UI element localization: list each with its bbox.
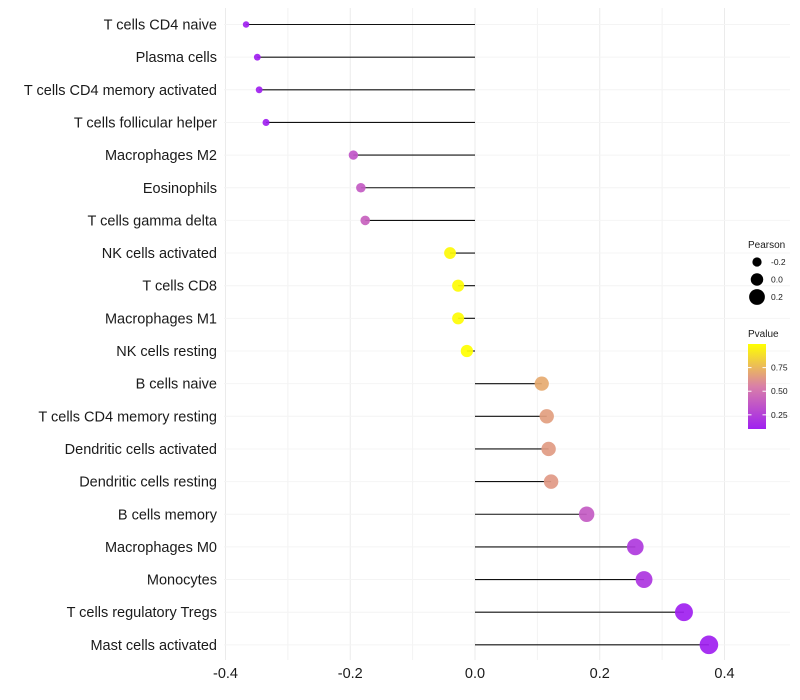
pearson-legend: Pearson -0.2 0.0 0.2 bbox=[748, 240, 786, 305]
pearson-legend-label-0: -0.2 bbox=[771, 257, 786, 267]
pearson-legend-label-1: 0.0 bbox=[771, 275, 783, 285]
point-19 bbox=[699, 635, 719, 655]
pearson-legend-dot-0 bbox=[752, 257, 762, 267]
x-tick-label-3: 0.2 bbox=[590, 666, 610, 682]
point-18 bbox=[674, 603, 693, 622]
point-3 bbox=[262, 118, 270, 126]
x-tick-label-1: -0.2 bbox=[338, 666, 363, 682]
point-16 bbox=[626, 538, 644, 556]
point-4 bbox=[348, 150, 359, 160]
point-10 bbox=[460, 344, 474, 358]
pearson-legend-dot-2 bbox=[749, 289, 765, 305]
point-8 bbox=[452, 279, 465, 292]
x-axis-labels: -0.4 -0.2 0.0 0.2 0.4 bbox=[213, 666, 735, 682]
y-axis-labels: T cells CD4 naive Plasma cells T cells CD4… bbox=[24, 18, 218, 654]
y-label-0: T cells CD4 naive bbox=[104, 18, 217, 34]
y-label-5: Eosinophils bbox=[143, 181, 217, 197]
pvalue-colorbar bbox=[748, 344, 766, 429]
x-tick-label-0: -0.4 bbox=[213, 666, 238, 682]
point-6 bbox=[360, 215, 371, 226]
point-9 bbox=[452, 312, 465, 325]
y-label-3: T cells follicular helper bbox=[74, 115, 217, 131]
y-label-10: NK cells resting bbox=[116, 344, 217, 360]
pvalue-tick-label-0: 0.75 bbox=[771, 363, 788, 373]
y-label-11: B cells naive bbox=[136, 377, 217, 393]
y-label-12: T cells CD4 memory resting bbox=[38, 409, 217, 425]
grid-lines bbox=[224, 8, 790, 660]
y-label-19: Mast cells activated bbox=[90, 638, 217, 654]
point-15 bbox=[578, 506, 595, 522]
pearson-legend-title: Pearson bbox=[748, 240, 785, 251]
lollipop-points bbox=[242, 21, 719, 655]
y-label-17: Monocytes bbox=[147, 573, 217, 589]
point-2 bbox=[255, 86, 263, 94]
y-label-2: T cells CD4 memory activated bbox=[24, 83, 217, 99]
pvalue-legend: Pvalue 0.75 0.50 0.25 bbox=[748, 329, 788, 429]
pvalue-tick-label-1: 0.50 bbox=[771, 386, 788, 396]
y-label-13: Dendritic cells activated bbox=[65, 442, 217, 458]
point-14 bbox=[543, 474, 559, 489]
point-7 bbox=[444, 247, 456, 259]
point-5 bbox=[356, 182, 366, 193]
y-label-1: Plasma cells bbox=[136, 50, 217, 66]
y-label-4: Macrophages M2 bbox=[105, 148, 217, 164]
x-tick-label-4: 0.4 bbox=[714, 666, 734, 682]
pearson-legend-label-2: 0.2 bbox=[771, 292, 783, 302]
point-12 bbox=[539, 409, 554, 424]
pvalue-legend-title: Pvalue bbox=[748, 329, 779, 340]
y-label-8: T cells CD8 bbox=[142, 279, 217, 295]
point-13 bbox=[541, 441, 556, 457]
point-17 bbox=[635, 571, 653, 589]
point-0 bbox=[242, 21, 250, 28]
pearson-legend-dot-1 bbox=[750, 273, 764, 286]
y-label-18: T cells regulatory Tregs bbox=[67, 605, 217, 621]
y-label-16: Macrophages M0 bbox=[105, 540, 217, 556]
point-11 bbox=[534, 376, 549, 391]
x-tick-label-2: 0.0 bbox=[465, 666, 485, 682]
y-label-14: Dendritic cells resting bbox=[79, 475, 217, 491]
y-label-15: B cells memory bbox=[118, 507, 218, 523]
point-1 bbox=[253, 53, 261, 61]
y-label-7: NK cells activated bbox=[102, 246, 217, 262]
y-label-6: T cells gamma delta bbox=[88, 213, 218, 229]
pvalue-tick-label-2: 0.25 bbox=[771, 410, 788, 420]
y-label-9: Macrophages M1 bbox=[105, 311, 217, 327]
